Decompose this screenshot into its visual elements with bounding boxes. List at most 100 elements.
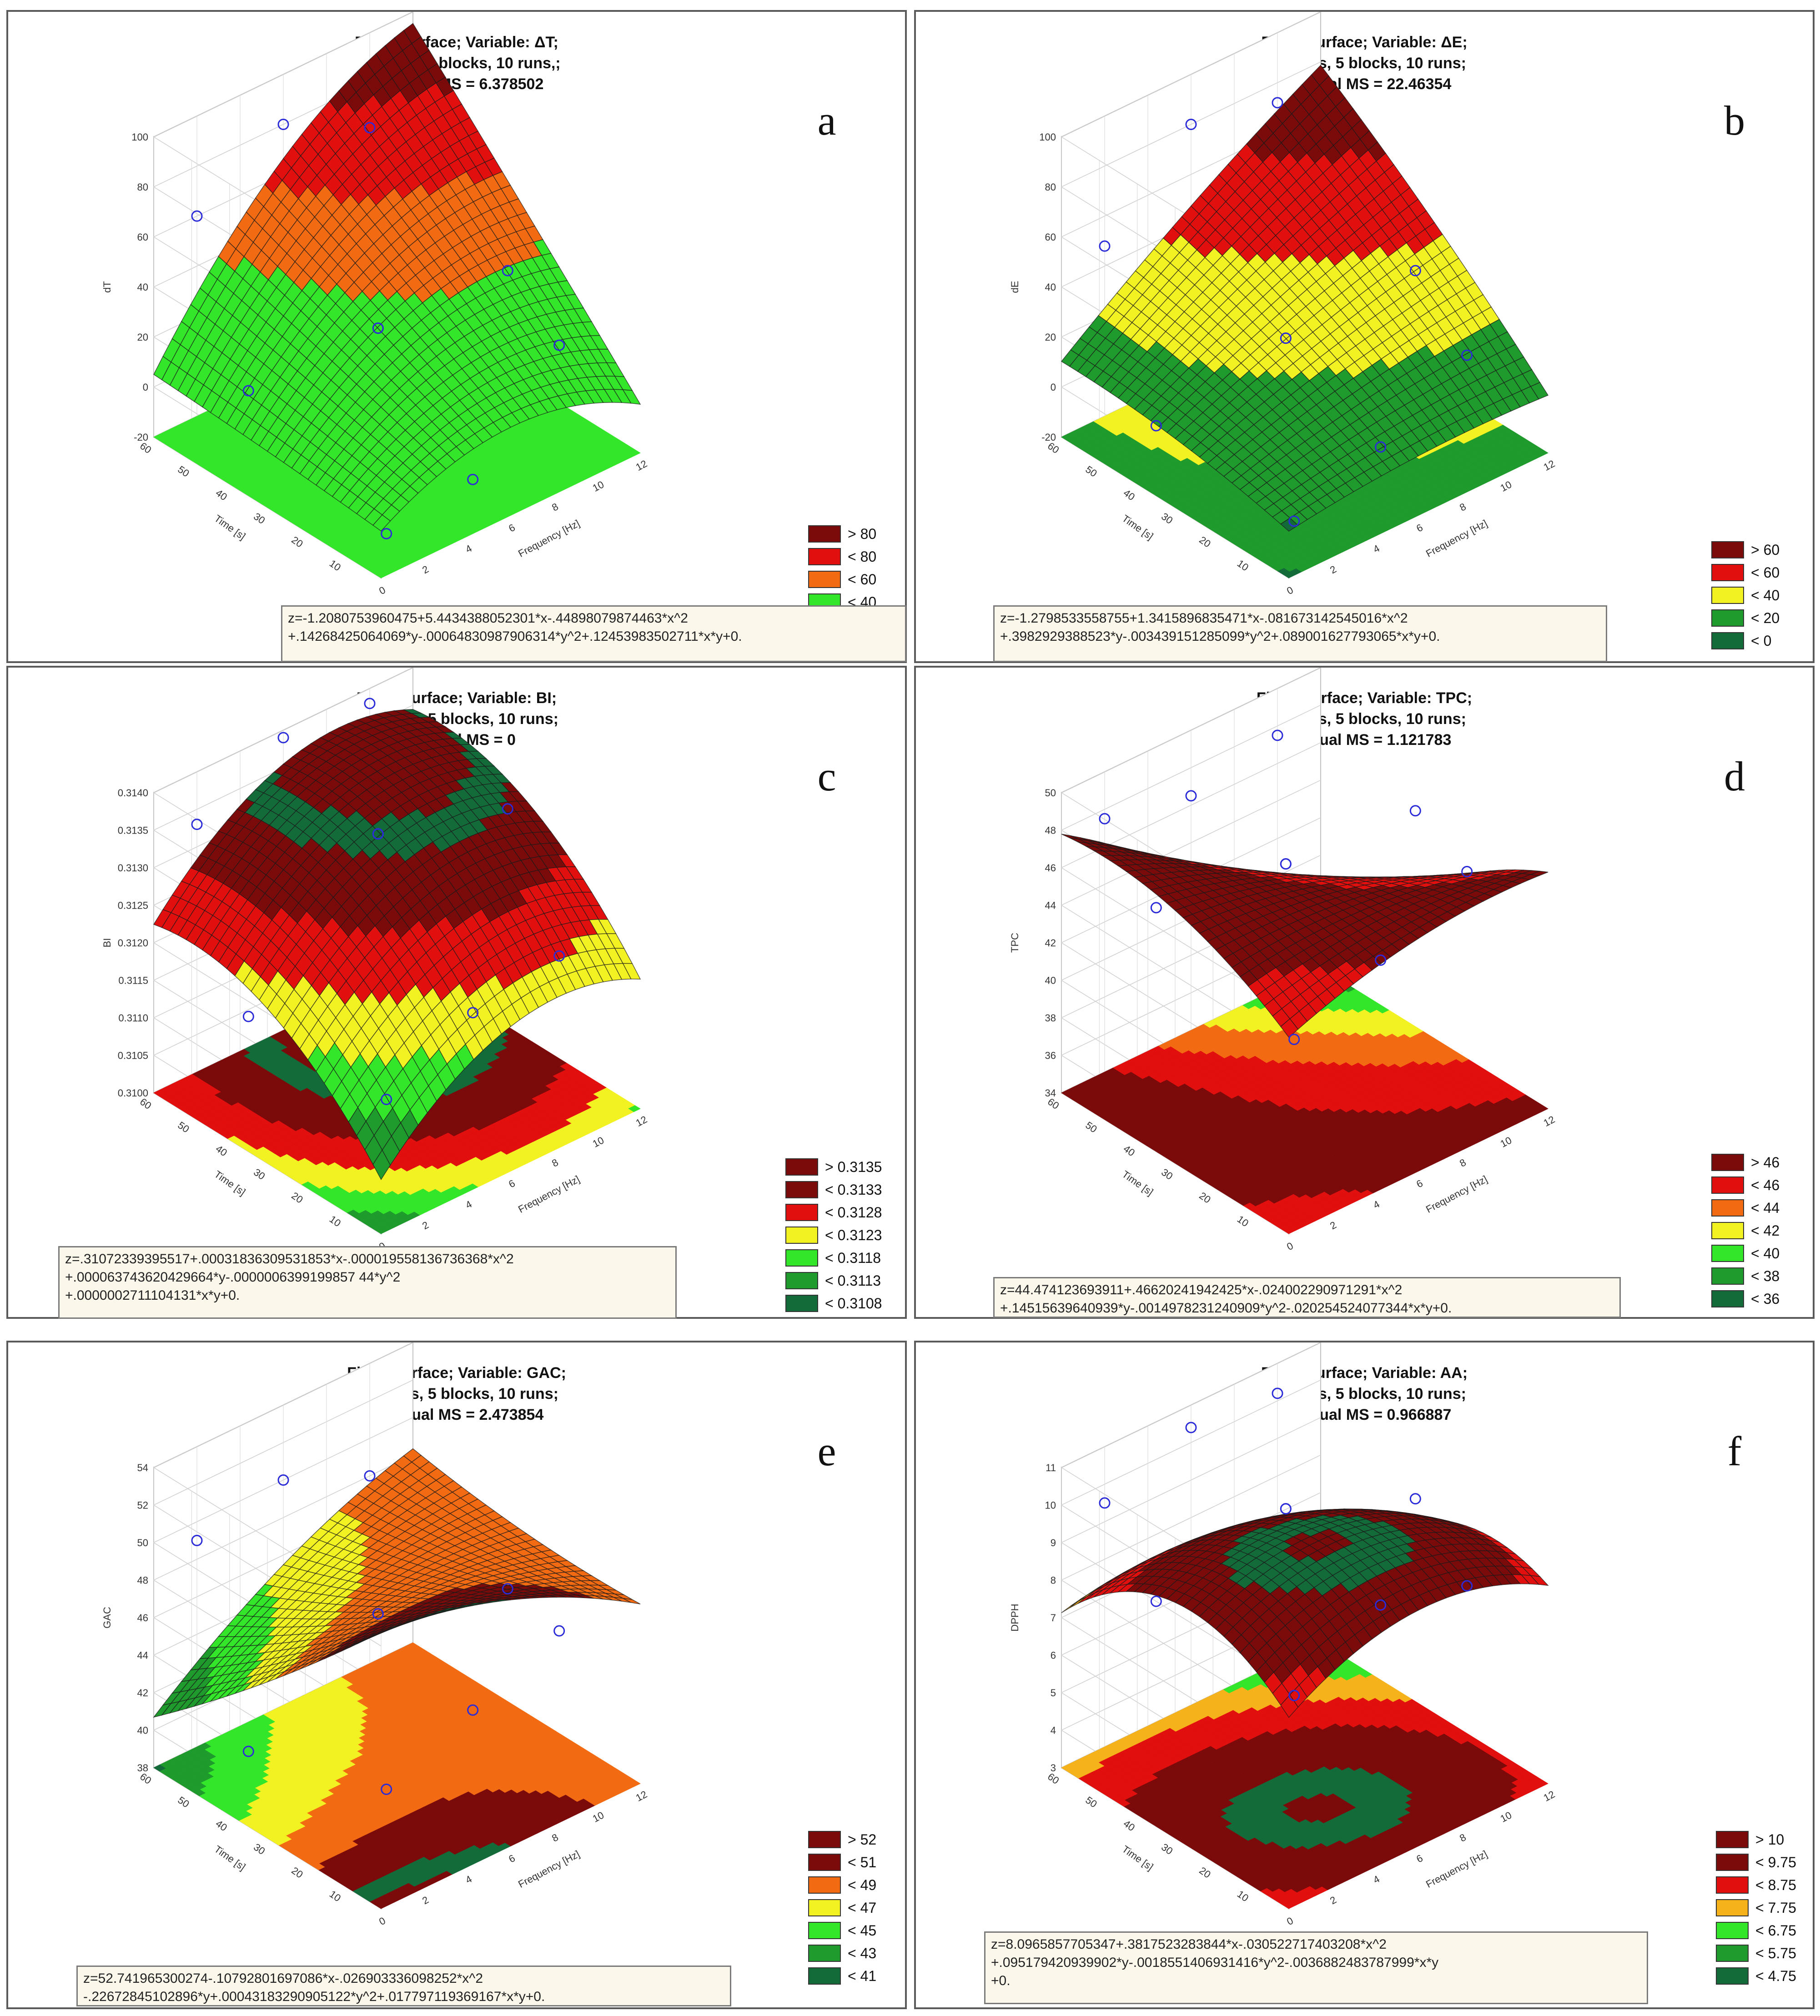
- z-tick-label: 100: [131, 131, 148, 143]
- z-tick-label: 40: [1045, 282, 1056, 293]
- x-axis-title: Frequency [Hz]: [516, 518, 581, 559]
- y-tick-label: 20: [289, 534, 305, 550]
- panel-b: Fitted surface; Variable: ΔE; 2 factors, …: [914, 10, 1815, 663]
- x-tick-label: 4: [463, 543, 474, 555]
- x-tick-label: 6: [507, 522, 517, 534]
- legend-label: < 20: [1751, 610, 1780, 626]
- x-tick-label: 2: [1328, 563, 1338, 576]
- z-axis-title: dT: [101, 281, 113, 293]
- legend-label: > 60: [1751, 542, 1780, 558]
- legend-label: < 60: [1751, 564, 1780, 581]
- z-tick-label: -20: [1041, 432, 1056, 443]
- z-tick-label: 0: [1051, 382, 1056, 393]
- data-point: [381, 528, 392, 539]
- panel-letter: b: [1724, 97, 1745, 144]
- x-tick-label: 0: [1285, 584, 1295, 597]
- equation-box: z=-1.2080753960475+5.4434388052301*x-.44…: [281, 605, 906, 662]
- x-tick-label: 10: [1498, 478, 1513, 494]
- y-axis-title: Time [s]: [212, 513, 248, 542]
- z-tick-label: 40: [137, 282, 148, 293]
- z-tick-label: 0: [143, 382, 148, 393]
- y-tick-label: 20: [1197, 534, 1212, 550]
- legend: > 80< 80< 60< 40: [808, 525, 876, 611]
- legend-label: < 40: [1751, 587, 1780, 603]
- y-tick-label: 30: [251, 511, 267, 527]
- y-tick-label: 40: [214, 487, 229, 503]
- z-tick-label: 60: [137, 231, 148, 243]
- data-point: [1150, 420, 1162, 432]
- legend-swatch: [808, 525, 841, 543]
- data-point: [1461, 349, 1473, 361]
- legend-label: < 60: [848, 571, 876, 588]
- y-tick-label: 30: [1159, 511, 1175, 527]
- x-tick-label: 8: [550, 501, 560, 513]
- x-tick-label: 12: [1542, 458, 1557, 473]
- x-axis-title: Frequency [Hz]: [1424, 518, 1489, 559]
- data-point: [277, 119, 289, 130]
- z-tick-label: 20: [1045, 332, 1056, 343]
- z-tick-label: 60: [1045, 231, 1056, 243]
- y-tick-label: 50: [1083, 463, 1099, 479]
- panel-a: Fitted surface; Variable: ΔT; 2 factors, …: [6, 10, 907, 663]
- data-point: [242, 385, 254, 397]
- legend: > 60 < 60 < 40 < 20 < 0: [1711, 541, 1780, 649]
- x-tick-label: 8: [1458, 501, 1468, 513]
- data-point: [1099, 240, 1111, 252]
- x-tick-label: 12: [634, 458, 649, 473]
- legend-label: < 0: [1751, 633, 1771, 649]
- x-tick-label: 0: [377, 584, 387, 597]
- equation-box: z=-1.2798533558755+1.3415896835471*x-.08…: [993, 605, 1607, 662]
- equation-line: z=-1.2080753960475+5.4434388052301*x-.44…: [288, 611, 688, 626]
- z-axis-title: dE: [1009, 281, 1021, 293]
- data-point: [502, 265, 513, 277]
- z-tick-label: 100: [1039, 131, 1056, 143]
- chart-c: Fitted surface; Variable: BI;2 factors, …: [101, 668, 882, 1312]
- legend-swatch: [1711, 541, 1744, 558]
- legend-swatch: [808, 571, 841, 588]
- z-tick-label: 80: [1045, 181, 1056, 193]
- x-tick-label: 6: [1414, 522, 1425, 534]
- legend-label: > 80: [848, 526, 876, 542]
- panel-c: Fitted surface; Variable: BI; 2 factors, …: [6, 666, 907, 1319]
- legend-swatch: [1711, 564, 1744, 581]
- data-point: [1185, 119, 1197, 130]
- chart-a: Fitted surface; Variable: ΔT;2 factors, …: [101, 12, 876, 611]
- y-tick-label: 40: [1121, 487, 1137, 503]
- legend-swatch: [1711, 609, 1744, 627]
- legend-swatch: [1711, 587, 1744, 604]
- data-points: [1099, 97, 1473, 527]
- data-point: [467, 473, 479, 485]
- surface-mesh: [153, 23, 641, 532]
- z-tick-label: 20: [137, 332, 148, 343]
- data-point: [1280, 332, 1292, 344]
- equation-line: z=-1.2798533558755+1.3415896835471*x-.08…: [1000, 611, 1408, 626]
- x-tick-label: 4: [1371, 543, 1382, 555]
- z-tick-label: 80: [137, 181, 148, 193]
- data-point: [553, 339, 565, 351]
- chart-b: Fitted surface; Variable: ΔE;2 factors, …: [1009, 12, 1780, 649]
- equation-line: +.3982929388523*y-.003439151285099*y^2+.…: [1000, 629, 1440, 644]
- y-axis-title: Time [s]: [1120, 513, 1156, 542]
- x-tick-label: 2: [420, 563, 431, 576]
- data-point: [1288, 515, 1300, 527]
- z-tick-label: -20: [134, 432, 148, 443]
- legend-swatch: [808, 548, 841, 565]
- y-tick-label: 10: [1235, 558, 1251, 573]
- surface-cell: [622, 389, 641, 405]
- surface-mesh: [1061, 65, 1549, 532]
- data-point: [1375, 441, 1387, 453]
- data-points: [191, 119, 565, 539]
- legend-label: < 80: [848, 548, 876, 565]
- y-tick-label: 10: [327, 558, 343, 573]
- data-point: [1272, 97, 1283, 109]
- data-point: [191, 210, 203, 222]
- legend-swatch: [1711, 632, 1744, 649]
- data-point: [1409, 265, 1421, 277]
- panel-letter: a: [818, 97, 836, 144]
- panel-letter: c: [818, 753, 836, 799]
- y-tick-label: 50: [176, 463, 191, 479]
- data-point: [364, 122, 376, 134]
- equation-line: +.14268425064069*y-.00064830987906314*y^…: [288, 629, 742, 644]
- surface-cell: [1530, 382, 1549, 400]
- data-point: [372, 322, 384, 334]
